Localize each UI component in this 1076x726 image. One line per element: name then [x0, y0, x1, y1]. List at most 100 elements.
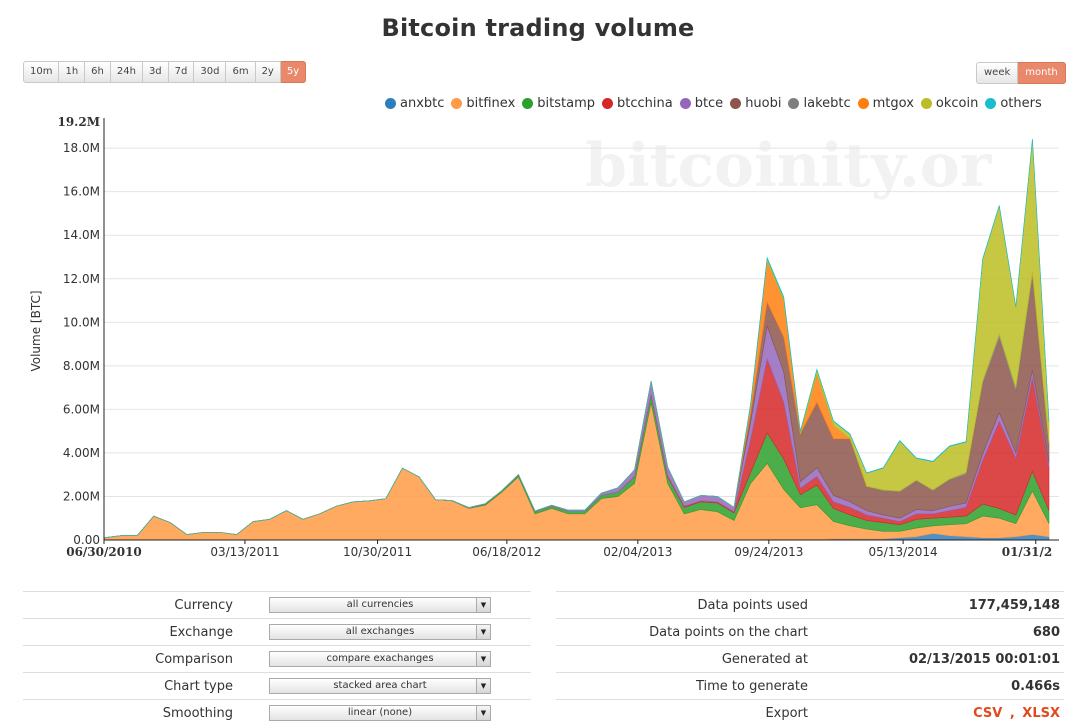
- range-button-5y[interactable]: 5y: [280, 61, 307, 83]
- stats-row: Data points used 177,459,148: [556, 591, 1064, 618]
- watermark-text: bitcoinity.or: [585, 131, 993, 201]
- legend-swatch: [985, 98, 997, 109]
- legend-label: anxbtc: [400, 96, 445, 111]
- stats-value: 0.466s: [1011, 678, 1060, 694]
- legend-swatch: [522, 98, 534, 109]
- legend-label: mtgox: [872, 96, 914, 111]
- x-tick-label: 03/13/2011: [210, 545, 279, 559]
- legend-item-anxbtc[interactable]: anxbtc: [385, 96, 444, 111]
- legend-item-okcoin[interactable]: okcoin: [920, 96, 979, 111]
- settings-select[interactable]: all exchanges ▼: [269, 624, 491, 640]
- settings-label: Exchange: [169, 624, 233, 640]
- area-series-others: [103, 138, 1050, 539]
- stats-label: Time to generate: [695, 678, 808, 694]
- range-button-24h[interactable]: 24h: [110, 61, 143, 83]
- settings-label: Comparison: [155, 651, 233, 667]
- legend-label: others: [1000, 96, 1042, 111]
- x-tick-label: 09/24/2013: [734, 545, 803, 559]
- stats-label: Data points on the chart: [649, 624, 808, 640]
- legend-label: okcoin: [935, 96, 979, 111]
- range-button-2y[interactable]: 2y: [255, 61, 281, 83]
- legend-item-bitstamp[interactable]: bitstamp: [522, 96, 595, 111]
- legend-label: bitstamp: [537, 96, 595, 111]
- y-tick-label: 16.0M: [63, 185, 100, 199]
- range-button-3d[interactable]: 3d: [142, 61, 169, 83]
- export-links: CSV , XLSX: [808, 706, 1064, 721]
- legend-item-bitfinex[interactable]: bitfinex: [451, 96, 515, 111]
- settings-select[interactable]: linear (none) ▼: [269, 705, 491, 721]
- time-range-selector: 10m 1h 6h 24h 3d 7d 30d 6m 2y 5y: [23, 61, 307, 83]
- period-button-month[interactable]: month: [1018, 62, 1066, 84]
- settings-select-value: all exchanges: [345, 626, 415, 637]
- period-selector: week month: [976, 62, 1066, 84]
- legend-swatch: [920, 98, 932, 109]
- dropdown-arrow-icon: ▼: [476, 625, 490, 639]
- chart-stats-panel: Data points used 177,459,148 Data points o…: [556, 591, 1064, 726]
- settings-select-value: linear (none): [347, 707, 413, 718]
- legend-swatch: [601, 98, 613, 109]
- legend-label: bitfinex: [466, 96, 516, 111]
- chart-legend: anxbtc bitfinex bitstamp btcchina btce huobi l…: [385, 96, 1049, 111]
- legend-swatch: [385, 98, 396, 109]
- x-tick-label: 02/04/2013: [603, 545, 672, 559]
- legend-item-btcchina[interactable]: btcchina: [601, 96, 673, 111]
- y-tick-label: 4.00M: [63, 446, 100, 460]
- legend-swatch: [730, 98, 742, 109]
- legend-item-lakebtc[interactable]: lakebtc: [788, 96, 851, 111]
- export-csv-link[interactable]: CSV: [973, 705, 1003, 721]
- settings-select[interactable]: all currencies ▼: [269, 597, 491, 613]
- settings-row: Comparison compare exachanges ▼: [23, 645, 531, 672]
- area-series-huobi: [103, 278, 1050, 539]
- y-tick-label: 19.2M: [57, 115, 100, 129]
- settings-label: Smoothing: [162, 705, 233, 721]
- settings-row: Smoothing linear (none) ▼: [23, 699, 531, 726]
- y-tick-label: 12.0M: [63, 272, 100, 286]
- y-tick-label: 6.00M: [63, 402, 100, 416]
- y-axis-label: Volume [BTC]: [29, 290, 43, 371]
- range-button-6m[interactable]: 6m: [226, 61, 256, 83]
- legend-swatch: [857, 98, 869, 109]
- x-tick-label: 06/18/2012: [472, 545, 541, 559]
- dropdown-arrow-icon: ▼: [476, 652, 490, 666]
- settings-label: Currency: [174, 597, 233, 613]
- dropdown-arrow-icon: ▼: [476, 706, 490, 720]
- legend-item-huobi[interactable]: huobi: [730, 96, 781, 111]
- stats-value: 680: [1032, 624, 1060, 640]
- period-button-week[interactable]: week: [976, 62, 1019, 84]
- y-tick-label: 2.00M: [63, 489, 100, 503]
- settings-row: Exchange all exchanges ▼: [23, 618, 531, 645]
- export-xlsx-link[interactable]: XLSX: [1022, 705, 1060, 721]
- y-tick-label: 10.0M: [63, 315, 100, 329]
- x-tick-label: 06/30/2010: [66, 545, 142, 559]
- export-row: Export CSV , XLSX: [556, 699, 1064, 726]
- y-tick-label: 0.00: [73, 533, 100, 547]
- legend-swatch: [788, 98, 800, 109]
- legend-swatch: [451, 98, 463, 109]
- range-button-1h[interactable]: 1h: [59, 61, 86, 83]
- export-separator: ,: [1009, 705, 1015, 721]
- legend-label: btce: [694, 96, 724, 111]
- settings-select-value: compare exachanges: [326, 653, 434, 664]
- export-label: Export: [765, 705, 808, 721]
- range-button-10m[interactable]: 10m: [23, 61, 60, 83]
- stats-value: 177,459,148: [968, 597, 1060, 613]
- y-tick-label: 18.0M: [63, 141, 100, 155]
- legend-swatch: [679, 98, 691, 109]
- legend-label: lakebtc: [803, 96, 851, 111]
- stats-row: Data points on the chart 680: [556, 618, 1064, 645]
- settings-row: Chart type stacked area chart ▼: [23, 672, 531, 699]
- legend-item-btce[interactable]: btce: [679, 96, 724, 111]
- x-tick-label: 01/31/2: [1002, 545, 1053, 559]
- settings-select[interactable]: compare exachanges ▼: [269, 651, 491, 667]
- dropdown-arrow-icon: ▼: [476, 598, 490, 612]
- settings-select[interactable]: stacked area chart ▼: [269, 678, 491, 694]
- chart-settings-panel: Currency all currencies ▼ Exchange all excha…: [23, 591, 531, 726]
- stats-row: Generated at 02/13/2015 00:01:01: [556, 645, 1064, 672]
- range-button-30d[interactable]: 30d: [194, 61, 227, 83]
- range-button-6h[interactable]: 6h: [85, 61, 111, 83]
- range-button-7d[interactable]: 7d: [168, 61, 195, 83]
- stats-label: Data points used: [697, 597, 809, 613]
- legend-item-others[interactable]: others: [985, 96, 1042, 111]
- page-title: Bitcoin trading volume: [381, 14, 695, 42]
- legend-item-mtgox[interactable]: mtgox: [857, 96, 914, 111]
